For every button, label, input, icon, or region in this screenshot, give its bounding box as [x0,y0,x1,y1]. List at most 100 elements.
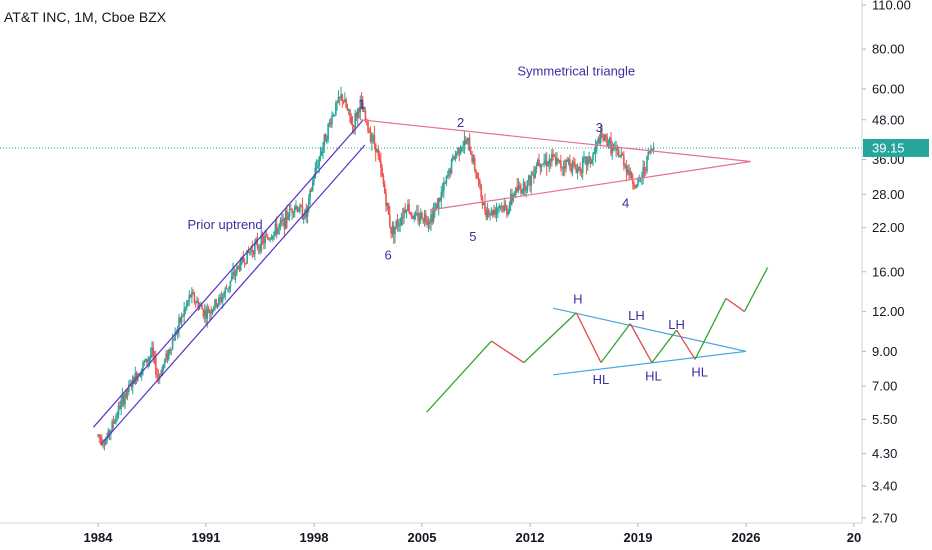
candle-body [143,361,146,363]
candle-body [347,109,350,111]
time-tick-label: 20 [847,530,861,545]
candle-body [102,444,104,445]
candle-body [403,209,405,218]
candle-body [590,160,593,164]
candle-body [551,154,553,162]
candle-body [296,206,299,212]
candle-body [449,169,452,173]
projection-up-segment[interactable] [600,323,631,363]
projection-down-segment[interactable] [575,312,602,363]
candle-body [337,96,340,103]
candle-body [602,137,605,141]
candle-body [497,207,499,209]
candle-body [313,177,315,182]
candle-body [336,102,338,104]
projection-up-segment[interactable] [523,312,577,364]
candle-body [188,294,191,301]
chart-annotation: LH [628,308,645,323]
channel-lower-line[interactable] [100,144,366,445]
projection-down-segment[interactable] [676,329,696,360]
candle-body [644,170,647,172]
candle-body [369,132,372,142]
candle-body [633,184,635,188]
triangle-lower-line[interactable] [429,160,751,211]
projection-down-segment[interactable] [491,340,525,364]
candle-body [603,134,606,141]
wedge-lower-line[interactable] [553,350,747,376]
candle-body [581,158,584,174]
candle-body [416,213,418,214]
candle-body [530,175,533,186]
candle-body [598,138,601,143]
projection-up-segment[interactable] [651,329,678,363]
candle-body [493,210,495,215]
candle-body [250,249,252,252]
candle-body [479,180,481,185]
candle-body [378,155,381,161]
candle-body [97,434,99,436]
candle-body [282,218,284,221]
candle-body [533,173,535,178]
candle-body [275,223,278,234]
candle-body [513,194,516,196]
candle-body [254,243,256,255]
projection-up-segment[interactable] [426,340,492,413]
triangle-upper-line[interactable] [360,119,751,163]
candle-body [579,166,581,172]
projection-up-segment[interactable] [694,298,727,360]
candle-body [476,174,479,179]
candle-body [542,163,544,165]
candle-body [317,166,319,168]
projection-up-segment[interactable] [743,267,769,312]
candle-body [569,159,571,167]
candle-body [643,167,646,171]
projection-down-segment[interactable] [629,323,653,363]
candle-body [245,263,247,264]
candle-body [425,214,427,221]
candle-body [113,421,116,424]
candle-body [504,205,507,207]
candle-body [616,146,619,151]
candle-body [243,261,246,264]
candle-body [543,161,545,164]
candle-body [130,383,133,387]
candle-body [139,374,142,377]
candle-body [628,169,630,176]
channel-upper-line[interactable] [92,119,364,428]
candle-body [455,153,458,155]
candle-body [106,437,108,442]
candle-body [297,211,300,213]
candle-body [443,182,445,191]
candle-body [498,205,500,208]
candle-body [344,99,346,103]
candle-body [146,358,148,363]
candle-body [651,149,653,151]
candle-body [540,164,543,168]
candle-body [565,159,567,169]
candle-body [536,159,539,167]
candle-body [383,184,386,194]
wedge-upper-line[interactable] [553,307,747,352]
candle-body [437,197,440,210]
time-axis[interactable]: 1984 1991 1998 2005 2012 2019 2026 20 [84,523,862,545]
candle-body [170,349,173,351]
price-tick-label: 5.50 [872,412,897,427]
candle-body [556,158,558,165]
candle-body [306,206,309,217]
candle-body [624,165,626,167]
annotations-layer: Symmetrical triangle Prior uptrend 1 2 3 4 5 6 H… [187,64,708,388]
candle-body [110,430,112,434]
price-tick-label: 3.40 [872,479,897,494]
candle-body [277,228,279,234]
candle-body [467,137,470,142]
chart-annotation: Prior uptrend [187,217,262,232]
time-tick-label: 2026 [732,530,761,545]
candle-body [592,154,594,161]
price-tick-label: 110.00 [872,0,911,13]
projection-down-segment[interactable] [725,297,745,313]
candle-body [179,317,182,323]
candle-body [116,415,119,417]
candle-body [648,152,651,153]
candle-body [422,218,425,223]
